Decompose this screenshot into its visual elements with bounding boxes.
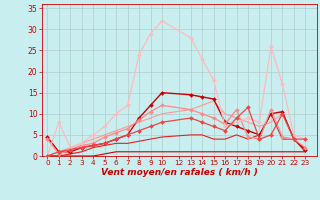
- X-axis label: Vent moyen/en rafales ( km/h ): Vent moyen/en rafales ( km/h ): [101, 168, 258, 177]
